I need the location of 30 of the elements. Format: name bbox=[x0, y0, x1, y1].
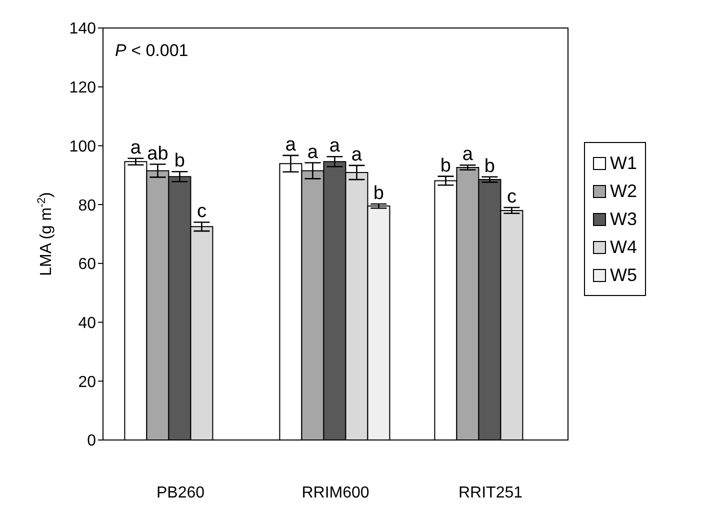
data-label: b bbox=[440, 155, 451, 176]
data-label: a bbox=[285, 134, 296, 156]
annotation: P < 0.001 bbox=[115, 41, 188, 60]
y-tick-label: 40 bbox=[78, 314, 96, 332]
y-tick-label: 140 bbox=[69, 20, 96, 38]
data-label: c bbox=[506, 186, 516, 208]
y-tick-label: 0 bbox=[87, 432, 96, 450]
y-tick-label: 60 bbox=[78, 256, 96, 274]
y-tick-label: 80 bbox=[78, 197, 96, 214]
x-tick-label: RRIM600 bbox=[302, 484, 370, 502]
data-label: c bbox=[196, 201, 206, 222]
y-tick-label: 120 bbox=[69, 80, 96, 97]
data-label: b bbox=[174, 150, 185, 172]
legend-label: W4 bbox=[610, 236, 637, 259]
legend-label: W5 bbox=[610, 264, 637, 287]
data-label: a bbox=[329, 136, 340, 157]
legend-label: W3 bbox=[610, 208, 637, 231]
legend-label: W2 bbox=[610, 180, 637, 203]
data-label: b bbox=[484, 156, 495, 177]
data-label: a bbox=[351, 144, 362, 166]
data-label: a bbox=[307, 142, 318, 163]
x-tick-label: PB260 bbox=[156, 484, 205, 502]
y-tick-label: 20 bbox=[78, 374, 96, 391]
legend-label: W1 bbox=[610, 152, 637, 175]
data-label: a bbox=[130, 137, 142, 158]
y-tick-label: 100 bbox=[69, 138, 96, 156]
data-label: ab bbox=[147, 143, 168, 164]
x-tick-label: RRIT251 bbox=[458, 484, 523, 502]
data-label: b bbox=[373, 182, 384, 204]
data-label: a bbox=[462, 144, 474, 166]
